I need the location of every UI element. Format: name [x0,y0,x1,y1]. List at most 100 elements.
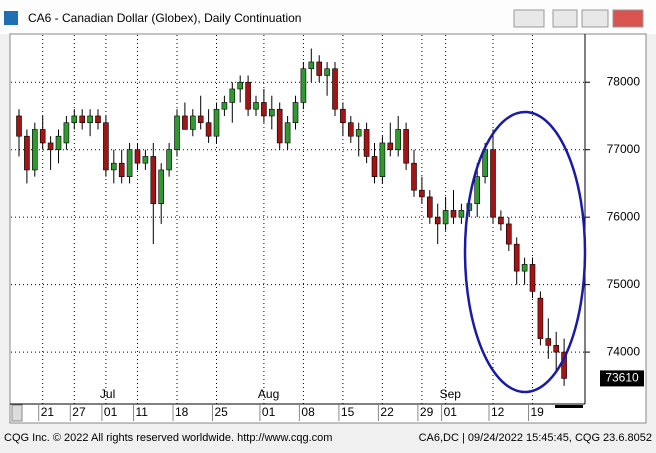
candle-body [379,142,386,177]
candle-body [284,122,291,144]
x-tick-label: 08 [301,405,315,419]
candle-body [182,115,188,130]
x-tick-label: 11 [136,405,149,419]
candle-body [419,189,425,198]
candle-body [411,162,417,191]
window-title: CA6 - Canadian Dollar (Globex), Daily Co… [28,11,301,25]
candle-body [355,129,362,137]
candle-body [79,115,85,124]
candle-body [237,81,243,90]
scroll-thumb[interactable] [555,405,583,408]
candle-body [387,142,394,150]
x-tick-label: 01 [444,405,458,419]
candle-body [529,264,536,292]
x-tick-label: 18 [175,405,189,419]
candle-body [205,122,212,137]
minimize-button[interactable] [552,9,578,28]
candle-body [95,115,101,124]
y-tick-label: 75000 [607,277,641,291]
candle-body [442,210,449,225]
last-price-tag [600,370,644,387]
candle-body [316,61,323,76]
x-tick-label: 29 [420,405,434,419]
candle-body [190,115,196,130]
candle-body [24,135,30,171]
candle-body [395,129,402,150]
x-tick-label: 15 [341,405,355,419]
candle-body [55,135,62,150]
candle-body [426,196,433,218]
candle-body [166,149,172,171]
candle-body [513,243,520,272]
last-price-label: 73610 [605,371,639,385]
candle-body [111,162,117,171]
footer-left: CQG Inc. © 2022 All rights reserved worl… [4,432,332,444]
title-bar [0,0,656,34]
candle-body [300,68,307,103]
candle-body [158,169,164,204]
candle-body [545,338,552,346]
candle-body [505,223,512,245]
x-tick-label: 01 [104,405,118,419]
candle-body [39,129,46,144]
candle-body [371,156,378,177]
month-label: Sep [440,387,462,401]
x-tick-label: 27 [72,405,86,419]
candle-body [197,115,204,124]
candle-body [174,115,180,150]
candle-body [276,108,283,144]
candle-body [63,122,70,144]
candle-body [134,149,141,164]
candle-body [308,61,315,70]
x-tick-label: 25 [215,405,229,419]
maximize-button[interactable] [581,9,609,28]
y-tick-label: 77000 [607,142,641,156]
candle-body [332,68,338,110]
candle-body [142,156,149,164]
y-tick-label: 76000 [607,209,641,223]
candle-body [245,81,251,110]
candle-body [450,210,457,218]
candle-body [458,210,465,218]
candle-body [403,129,409,164]
x-tick-label: 01 [262,405,276,419]
candle-body [553,345,560,353]
plot: 74000 75000 76000 77000 78000 21 27 01 11 18 25 01 0… [11,35,644,421]
link-button[interactable] [513,9,545,28]
candle-body [47,142,54,150]
x-tick-label: 19 [531,405,545,419]
month-label: Aug [258,387,279,401]
candle-body [521,264,528,272]
candle-body [363,129,370,157]
candle-body [490,149,496,218]
candle-body [16,115,22,137]
candle-body [434,216,441,225]
month-label: Jul [100,387,115,401]
x-tick-label: 12 [491,405,505,419]
candle-body [71,115,78,124]
candle-body [347,122,354,137]
candle-body [87,115,93,124]
candle-body [498,216,504,225]
candle-body [150,156,157,204]
x-tick-label: 21 [41,405,55,419]
footer-right: CA6,DC | 09/24/2022 15:45:45, CQG 23.6.8… [419,432,652,444]
highlight-ellipse [463,110,587,394]
app-icon [4,11,18,25]
y-tick-label: 74000 [607,344,641,358]
candle-body [118,162,125,177]
candle-body [474,176,481,204]
y-tick-label: 78000 [607,74,641,88]
candle-body [268,108,275,117]
candle-body [103,122,109,171]
chart-frame [9,33,647,424]
candle-body [213,108,220,137]
candle-body [253,102,259,110]
candle-body [292,102,299,124]
candle-body [537,297,544,339]
candle-body [324,68,330,76]
candle-body [31,129,38,171]
close-button[interactable] [612,9,644,28]
scroll-button[interactable] [11,404,23,422]
